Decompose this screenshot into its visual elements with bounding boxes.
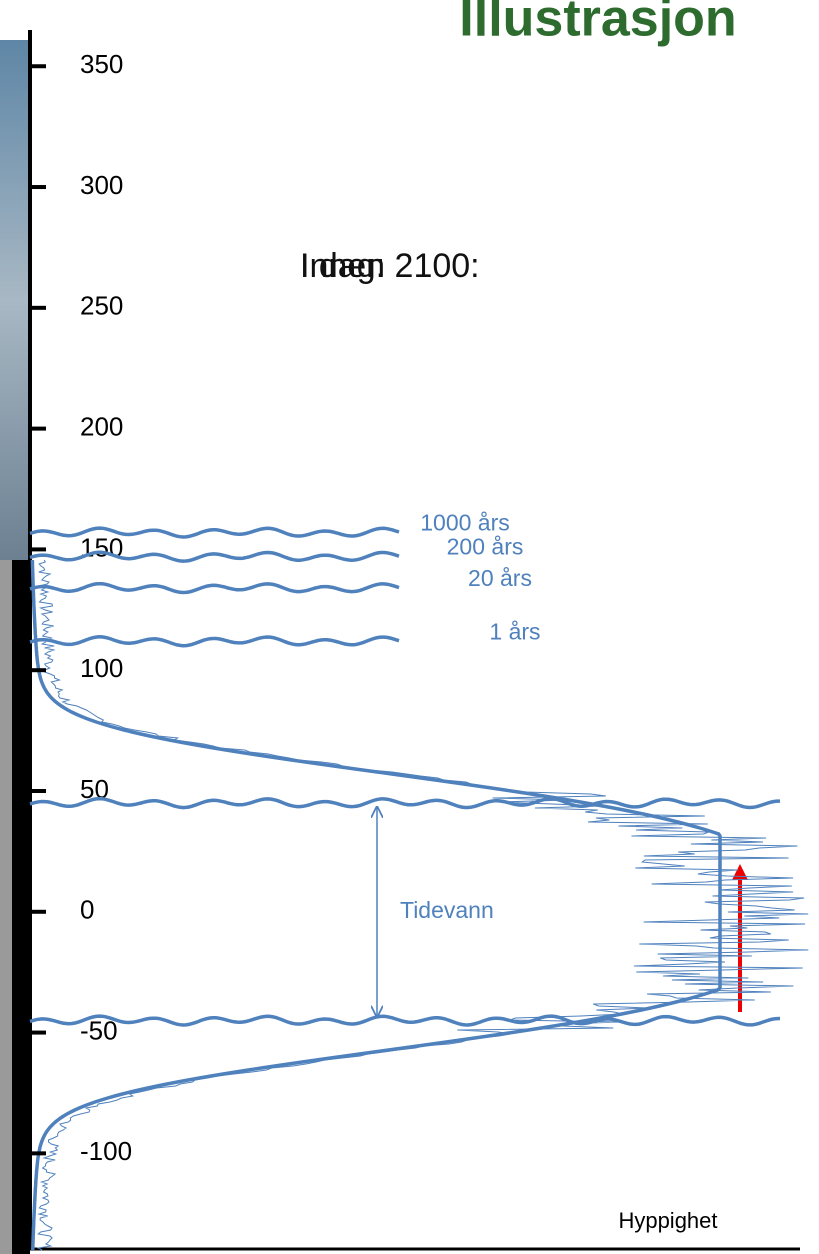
return-level-wave — [29, 635, 400, 648]
y-tick-label: 350 — [80, 49, 123, 79]
return-level-wave — [29, 581, 400, 595]
tide-high-wave — [29, 796, 780, 810]
axis-bar — [12, 560, 30, 1254]
return-level-label: 1 års — [489, 618, 540, 644]
y-tick-label: -100 — [80, 1136, 132, 1166]
return-level-wave — [29, 526, 400, 539]
overlay-text: Innen 2100: — [300, 247, 480, 285]
return-level-label: 200 års — [447, 534, 524, 560]
return-level-label: 1000 års — [420, 510, 510, 536]
y-tick-label: 0 — [80, 895, 94, 925]
y-tick-label: 200 — [80, 411, 123, 441]
tide-label: Tidevann — [400, 897, 494, 923]
y-tick-label: 100 — [80, 653, 123, 683]
distribution-fit — [30, 560, 722, 1250]
overlay-text: I dag: — [300, 247, 385, 285]
return-level-label: 20 års — [468, 565, 532, 591]
tide-low-wave — [29, 1014, 781, 1027]
y-tick-label: 300 — [80, 170, 123, 200]
return-level-wave — [29, 550, 400, 563]
photo-strip — [0, 40, 30, 560]
y-tick-label: 250 — [80, 291, 123, 321]
title: Illustrasjon — [459, 0, 736, 48]
x-label: Hyppighet — [618, 1208, 717, 1233]
distribution-noisy — [36, 559, 809, 1251]
